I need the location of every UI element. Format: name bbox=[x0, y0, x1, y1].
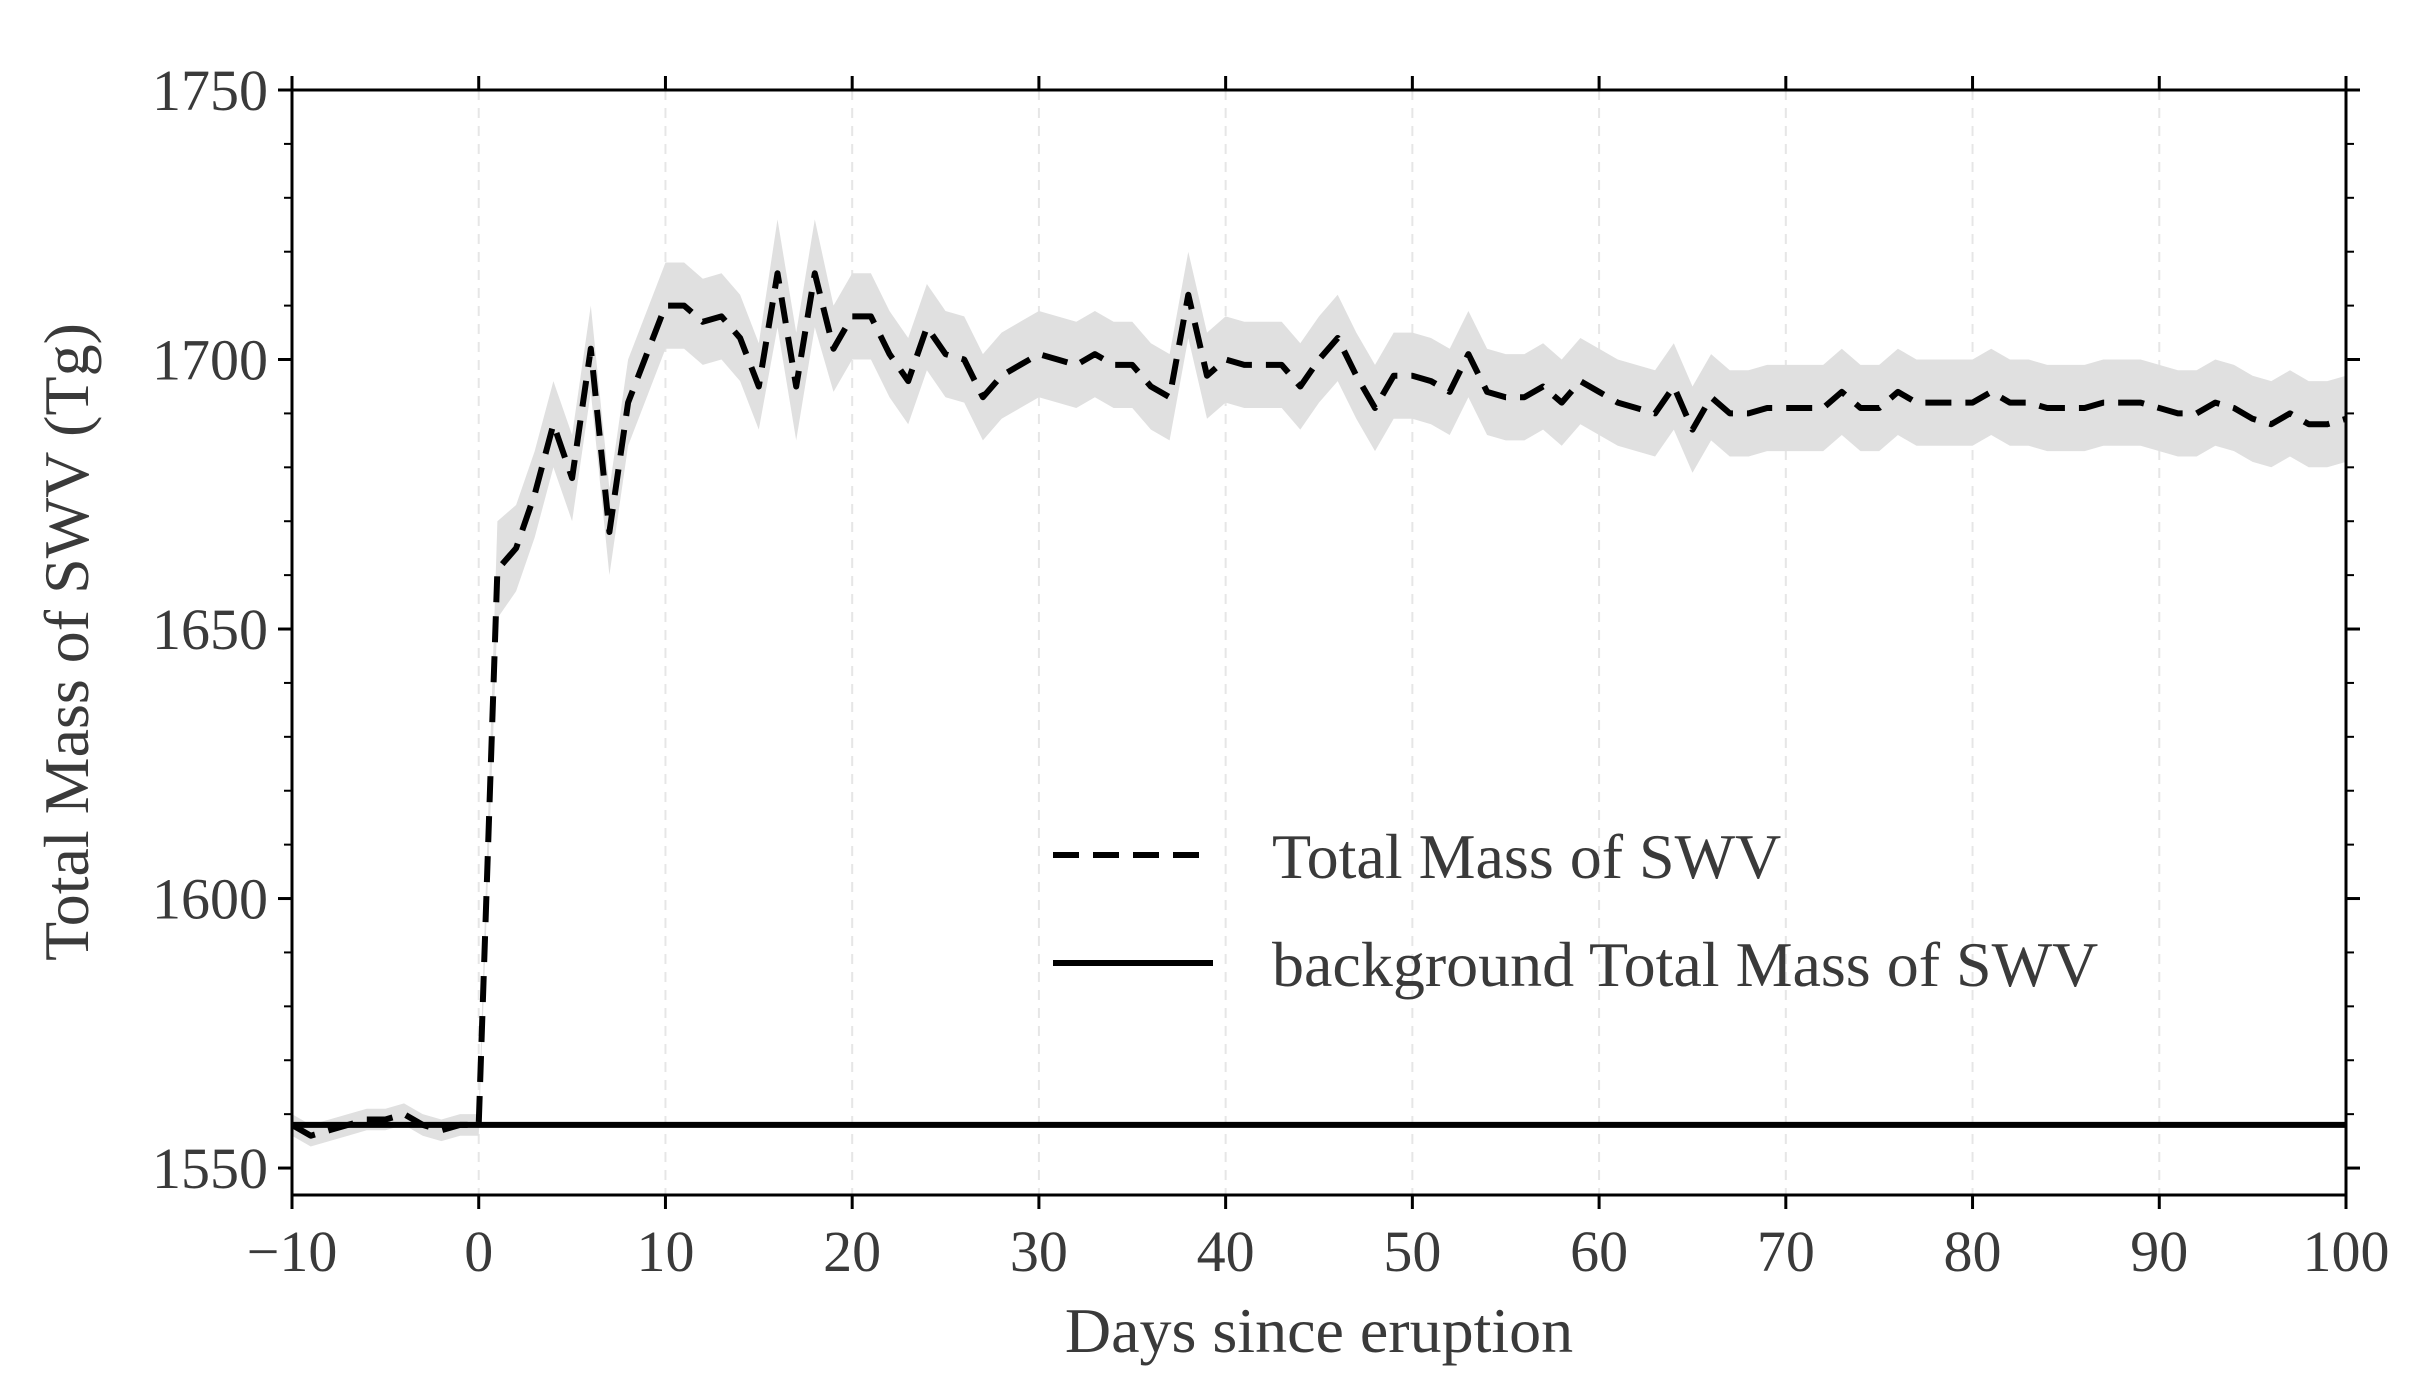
y-tick-label: 1550 bbox=[152, 1136, 268, 1201]
series-lines bbox=[290, 270, 2347, 1139]
y-tick-label: 1600 bbox=[152, 867, 268, 932]
plot-frame bbox=[290, 88, 2348, 1197]
grid-lines bbox=[477, 90, 2161, 1195]
x-tick-label: 50 bbox=[1383, 1219, 1441, 1284]
uncertainty-bands bbox=[292, 219, 2346, 1147]
x-tick-label: 70 bbox=[1757, 1219, 1815, 1284]
tick-labels: −10 0 10 20 30 40 50 60 70 80 90 100 1550 1600 1650 170… bbox=[152, 58, 2390, 1284]
x-tick-label: 60 bbox=[1570, 1219, 1628, 1284]
y-tick-label: 1700 bbox=[152, 328, 268, 393]
x-axis-title: Days since eruption bbox=[1065, 1295, 1573, 1366]
series-line-0 bbox=[290, 270, 2347, 1139]
series-band-0 bbox=[292, 219, 2346, 1147]
x-tick-label: 90 bbox=[2130, 1219, 2188, 1284]
x-tick-label: 20 bbox=[823, 1219, 881, 1284]
legend: Total Mass of SWV background Total Mass … bbox=[1053, 821, 2098, 1000]
x-tick-label: 80 bbox=[1944, 1219, 2002, 1284]
y-tick-label: 1650 bbox=[152, 597, 268, 662]
legend-label-background: background Total Mass of SWV bbox=[1272, 929, 2098, 1000]
y-axis-title: Total Mass of SWV (Tg) bbox=[31, 323, 102, 961]
x-tick-label: 10 bbox=[636, 1219, 694, 1284]
y-tick-label: 1750 bbox=[152, 58, 268, 123]
legend-label-total-mass: Total Mass of SWV bbox=[1272, 821, 1781, 892]
x-tick-label: 40 bbox=[1197, 1219, 1255, 1284]
x-tick-label: 0 bbox=[464, 1219, 493, 1284]
axis-ticks bbox=[278, 76, 2360, 1209]
x-tick-label: −10 bbox=[247, 1219, 338, 1284]
x-tick-label: 100 bbox=[2303, 1219, 2390, 1284]
x-tick-label: 30 bbox=[1010, 1219, 1068, 1284]
